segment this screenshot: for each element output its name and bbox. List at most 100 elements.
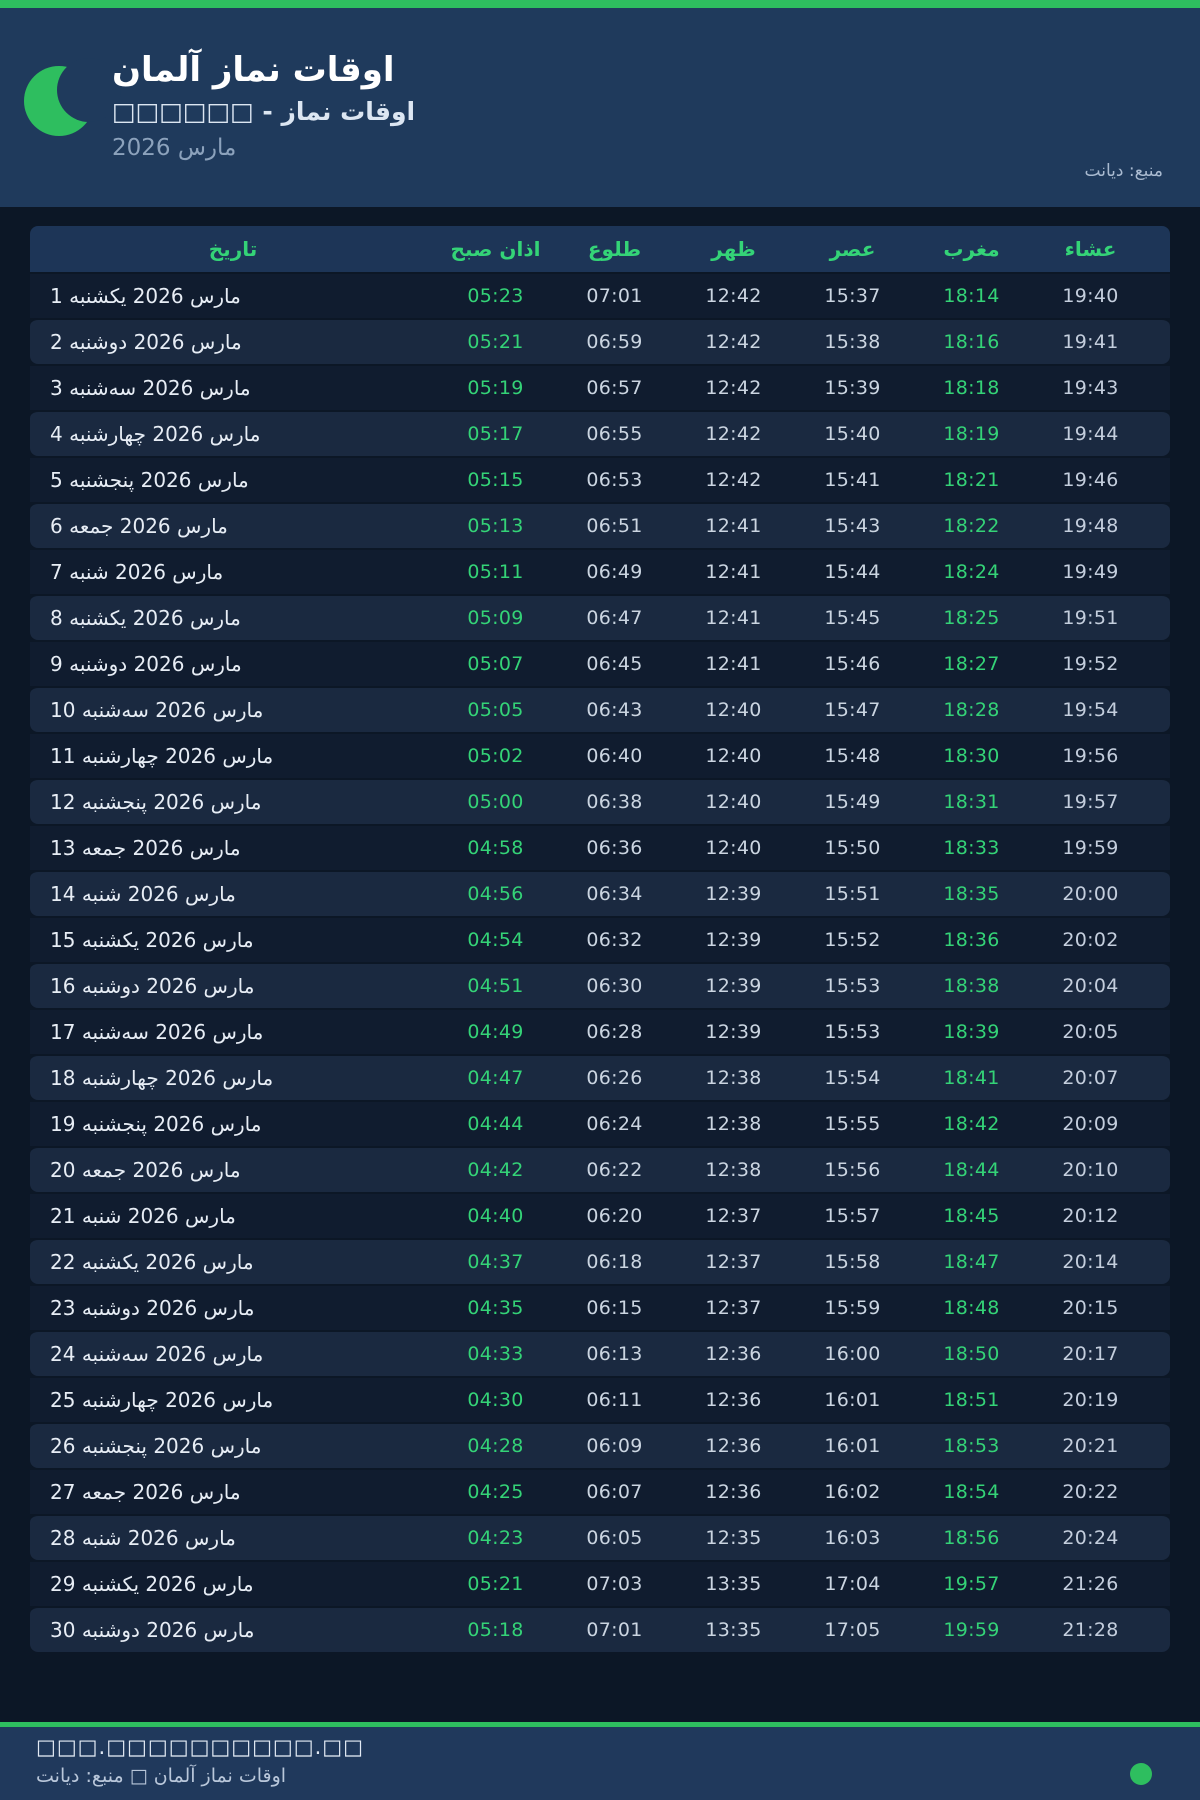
table-row: 16 مارس 2026 دوشنبه 04:51 06:30 12:39 15:53 1… (30, 962, 1170, 1008)
dhuhr-time-cell: 12:38 (705, 1067, 762, 1089)
column-header-date: تاریخ (208, 237, 258, 261)
table-row: 6 مارس 2026 جمعه 05:13 06:51 12:41 15:43 18:2… (30, 502, 1170, 548)
asr-time-cell: 15:39 (824, 377, 881, 399)
isha-time-cell: 21:28 (1062, 1619, 1119, 1641)
top-accent-bar (0, 0, 1200, 8)
table-row: 2 مارس 2026 دوشنبه 05:21 06:59 12:42 15:38 18… (30, 318, 1170, 364)
sunrise-time-cell: 06:05 (586, 1527, 643, 1549)
dhuhr-time-cell: 12:42 (705, 331, 762, 353)
table-row: 5 مارس 2026 پنجشنبه 05:15 06:53 12:42 15:41 1… (30, 456, 1170, 502)
asr-time-cell: 16:02 (824, 1481, 881, 1503)
date-cell: 15 مارس 2026 یکشنبه (50, 928, 254, 952)
date-cell: 30 مارس 2026 دوشنبه (50, 1618, 255, 1642)
dhuhr-time-cell: 12:40 (705, 699, 762, 721)
fajr-time-cell: 04:25 (467, 1481, 524, 1503)
maghrib-time-cell: 18:47 (943, 1251, 1000, 1273)
fajr-time-cell: 05:09 (467, 607, 524, 629)
asr-time-cell: 15:53 (824, 975, 881, 997)
isha-time-cell: 19:57 (1062, 791, 1119, 813)
maghrib-time-cell: 18:50 (943, 1343, 1000, 1365)
isha-time-cell: 20:02 (1062, 929, 1119, 951)
isha-time-cell: 19:46 (1062, 469, 1119, 491)
fajr-time-cell: 05:21 (467, 1573, 524, 1595)
sunrise-time-cell: 06:49 (586, 561, 643, 583)
date-cell: 4 مارس 2026 چهارشنبه (50, 422, 261, 446)
column-header-sunrise: طلوع (587, 237, 642, 261)
maghrib-time-cell: 18:36 (943, 929, 1000, 951)
footer: □□□.□□□□□□□□□□.□□ اوقات نماز آلمان □ منب… (0, 1727, 1200, 1800)
fajr-time-cell: 04:49 (467, 1021, 524, 1043)
isha-time-cell: 20:04 (1062, 975, 1119, 997)
asr-time-cell: 15:57 (824, 1205, 881, 1227)
prayer-times-table: تاریخ اذان صبح طلوع ظهر عصر مغرب عشاء 1 … (30, 226, 1170, 1652)
fajr-time-cell: 04:30 (467, 1389, 524, 1411)
isha-time-cell: 19:59 (1062, 837, 1119, 859)
asr-time-cell: 15:53 (824, 1021, 881, 1043)
asr-time-cell: 15:43 (824, 515, 881, 537)
date-cell: 16 مارس 2026 دوشنبه (50, 974, 255, 998)
page-subtitle: اوقات نماز - □□□□□□ (112, 97, 416, 127)
isha-time-cell: 20:05 (1062, 1021, 1119, 1043)
sunrise-time-cell: 06:51 (586, 515, 643, 537)
isha-time-cell: 19:56 (1062, 745, 1119, 767)
table-row: 28 مارس 2026 شنبه 04:23 06:05 12:35 16:03 18:… (30, 1514, 1170, 1560)
maghrib-time-cell: 18:25 (943, 607, 1000, 629)
asr-time-cell: 17:04 (824, 1573, 881, 1595)
dhuhr-time-cell: 12:42 (705, 469, 762, 491)
fajr-time-cell: 04:42 (467, 1159, 524, 1181)
asr-time-cell: 15:49 (824, 791, 881, 813)
maghrib-time-cell: 18:35 (943, 883, 1000, 905)
period-label: مارس 2026 (112, 135, 237, 162)
crescent-moon-icon (24, 58, 121, 144)
isha-time-cell: 20:12 (1062, 1205, 1119, 1227)
table-row: 14 مارس 2026 شنبه 04:56 06:34 12:39 15:51 18:… (30, 870, 1170, 916)
maghrib-time-cell: 18:39 (943, 1021, 1000, 1043)
date-cell: 2 مارس 2026 دوشنبه (50, 330, 242, 354)
date-cell: 25 مارس 2026 چهارشنبه (50, 1388, 274, 1412)
dhuhr-time-cell: 12:41 (705, 607, 762, 629)
maghrib-time-cell: 18:38 (943, 975, 1000, 997)
table-row: 23 مارس 2026 دوشنبه 04:35 06:15 12:37 15:59 1… (30, 1284, 1170, 1330)
table-row: 21 مارس 2026 شنبه 04:40 06:20 12:37 15:57 18:… (30, 1192, 1170, 1238)
footer-website-text: □□□.□□□□□□□□□□.□□ (36, 1735, 364, 1759)
table-row: 15 مارس 2026 یکشنبه 04:54 06:32 12:39 15:52 1… (30, 916, 1170, 962)
sunrise-time-cell: 06:45 (586, 653, 643, 675)
maghrib-time-cell: 18:48 (943, 1297, 1000, 1319)
isha-time-cell: 20:10 (1062, 1159, 1119, 1181)
isha-time-cell: 20:17 (1062, 1343, 1119, 1365)
date-cell: 19 مارس 2026 پنجشنبه (50, 1112, 262, 1136)
dhuhr-time-cell: 12:36 (705, 1435, 762, 1457)
date-cell: 13 مارس 2026 جمعه (50, 836, 241, 860)
date-cell: 5 مارس 2026 پنجشنبه (50, 468, 249, 492)
table-row: 26 مارس 2026 پنجشنبه 04:28 06:09 12:36 16:01… (30, 1422, 1170, 1468)
fajr-time-cell: 04:44 (467, 1113, 524, 1135)
date-cell: 9 مارس 2026 دوشنبه (50, 652, 242, 676)
isha-time-cell: 20:19 (1062, 1389, 1119, 1411)
date-cell: 22 مارس 2026 یکشنبه (50, 1250, 254, 1274)
sunrise-time-cell: 06:34 (586, 883, 643, 905)
asr-time-cell: 17:05 (824, 1619, 881, 1641)
sunrise-time-cell: 06:22 (586, 1159, 643, 1181)
fajr-time-cell: 05:02 (467, 745, 524, 767)
table-row: 25 مارس 2026 چهارشنبه 04:30 06:11 12:36 16:0… (30, 1376, 1170, 1422)
maghrib-time-cell: 18:22 (943, 515, 1000, 537)
dhuhr-time-cell: 12:39 (705, 975, 762, 997)
asr-time-cell: 15:56 (824, 1159, 881, 1181)
isha-time-cell: 20:22 (1062, 1481, 1119, 1503)
column-header-fajr: اذان صبح (450, 237, 541, 261)
maghrib-time-cell: 18:33 (943, 837, 1000, 859)
column-header-maghrib: مغرب (943, 237, 1000, 261)
sunrise-time-cell: 06:15 (586, 1297, 643, 1319)
maghrib-time-cell: 18:31 (943, 791, 1000, 813)
sunrise-time-cell: 07:01 (586, 1619, 643, 1641)
table-row: 9 مارس 2026 دوشنبه 05:07 06:45 12:41 15:46 18… (30, 640, 1170, 686)
table-row: 17 مارس 2026 سه‌شنبه 04:49 06:28 12:39 15:53… (30, 1008, 1170, 1054)
asr-time-cell: 16:00 (824, 1343, 881, 1365)
table-row: 7 مارس 2026 شنبه 05:11 06:49 12:41 15:44 18:2… (30, 548, 1170, 594)
date-cell: 29 مارس 2026 یکشنبه (50, 1572, 254, 1596)
dhuhr-time-cell: 12:40 (705, 791, 762, 813)
sunrise-time-cell: 06:07 (586, 1481, 643, 1503)
date-cell: 20 مارس 2026 جمعه (50, 1158, 241, 1182)
sunrise-time-cell: 06:13 (586, 1343, 643, 1365)
dhuhr-time-cell: 13:35 (705, 1619, 762, 1641)
